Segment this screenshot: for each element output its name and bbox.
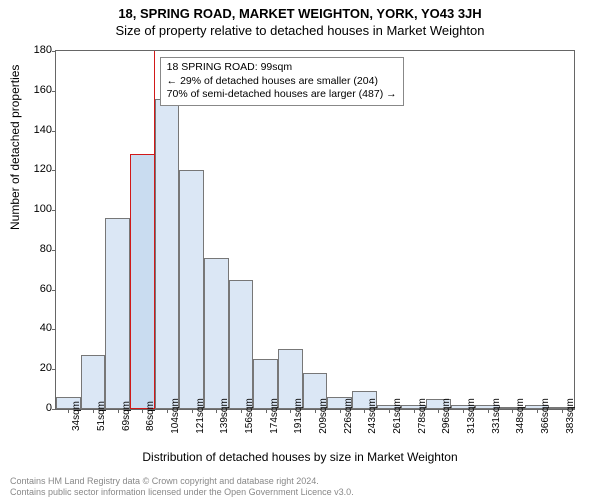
x-tick-label: 331sqm [491, 398, 502, 434]
x-tick-mark [266, 409, 267, 413]
y-axis-label: Number of detached properties [8, 65, 22, 230]
histogram-bar [155, 99, 180, 409]
x-tick-mark [142, 409, 143, 413]
x-tick-mark [512, 409, 513, 413]
annotation-box: 18 SPRING ROAD: 99sqm← 29% of detached h… [160, 57, 404, 106]
y-tick-mark [52, 210, 56, 211]
y-tick-label: 160 [22, 84, 52, 96]
x-tick-label: 296sqm [441, 398, 452, 434]
x-tick-mark [68, 409, 69, 413]
x-tick-mark [315, 409, 316, 413]
annotation-line: 70% of semi-detached houses are larger (… [167, 88, 397, 102]
histogram-bar [204, 258, 229, 409]
y-tick-label: 60 [22, 283, 52, 295]
page-title: 18, SPRING ROAD, MARKET WEIGHTON, YORK, … [0, 0, 600, 21]
y-tick-label: 180 [22, 44, 52, 56]
x-tick-mark [340, 409, 341, 413]
x-tick-mark [562, 409, 563, 413]
footer-line: Contains HM Land Registry data © Crown c… [10, 476, 354, 487]
x-tick-mark [118, 409, 119, 413]
y-tick-mark [52, 250, 56, 251]
y-tick-label: 120 [22, 163, 52, 175]
x-tick-mark [93, 409, 94, 413]
y-tick-mark [52, 170, 56, 171]
x-tick-mark [167, 409, 168, 413]
histogram-bar [130, 154, 155, 409]
histogram-bar [179, 170, 204, 409]
x-tick-mark [463, 409, 464, 413]
histogram-chart: 34sqm51sqm69sqm86sqm104sqm121sqm139sqm15… [55, 50, 575, 410]
x-tick-mark [414, 409, 415, 413]
y-tick-mark [52, 131, 56, 132]
y-tick-label: 40 [22, 322, 52, 334]
y-tick-mark [52, 91, 56, 92]
y-tick-mark [52, 51, 56, 52]
annotation-line: ← 29% of detached houses are smaller (20… [167, 75, 397, 89]
x-tick-mark [488, 409, 489, 413]
x-tick-label: 383sqm [565, 398, 576, 434]
page-subtitle: Size of property relative to detached ho… [0, 21, 600, 38]
y-tick-label: 20 [22, 362, 52, 374]
x-tick-mark [364, 409, 365, 413]
y-tick-mark [52, 329, 56, 330]
footer-attribution: Contains HM Land Registry data © Crown c… [10, 476, 354, 498]
y-tick-label: 0 [22, 402, 52, 414]
x-tick-label: 313sqm [466, 398, 477, 434]
y-tick-label: 140 [22, 124, 52, 136]
y-tick-mark [52, 369, 56, 370]
x-tick-mark [241, 409, 242, 413]
x-tick-label: 348sqm [515, 398, 526, 434]
x-tick-mark [216, 409, 217, 413]
marker-line [154, 51, 155, 409]
x-tick-mark [389, 409, 390, 413]
histogram-bar [105, 218, 130, 409]
annotation-line: 18 SPRING ROAD: 99sqm [167, 61, 397, 75]
x-tick-mark [537, 409, 538, 413]
x-tick-label: 261sqm [392, 398, 403, 434]
footer-line: Contains public sector information licen… [10, 487, 354, 498]
x-tick-label: 243sqm [367, 398, 378, 434]
y-tick-mark [52, 409, 56, 410]
histogram-bar [229, 280, 254, 409]
y-tick-label: 80 [22, 243, 52, 255]
x-axis-label: Distribution of detached houses by size … [0, 450, 600, 464]
y-tick-label: 100 [22, 203, 52, 215]
x-tick-mark [192, 409, 193, 413]
x-tick-mark [438, 409, 439, 413]
x-tick-mark [290, 409, 291, 413]
x-tick-label: 366sqm [540, 398, 551, 434]
y-tick-mark [52, 290, 56, 291]
